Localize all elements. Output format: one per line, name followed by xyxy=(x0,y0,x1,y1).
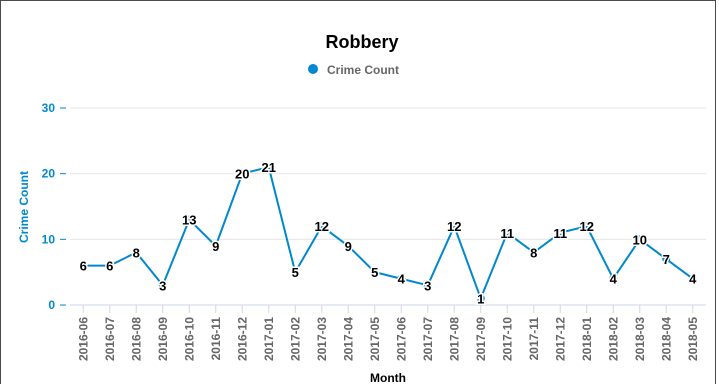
x-axis-title: Month xyxy=(370,371,406,384)
x-tick-label: 2017-04 xyxy=(341,317,355,361)
x-tick-label: 2017-05 xyxy=(368,317,382,361)
chart-title: Robbery xyxy=(325,32,398,52)
data-label: 12 xyxy=(315,219,329,234)
data-label: 7 xyxy=(663,252,670,267)
data-point xyxy=(529,248,538,257)
data-point xyxy=(582,222,591,231)
data-label: 3 xyxy=(424,278,431,293)
x-tick-label: 2018-05 xyxy=(686,317,700,361)
data-label: 10 xyxy=(633,232,647,247)
data-label: 1 xyxy=(477,291,484,306)
legend-marker xyxy=(308,64,318,74)
data-point xyxy=(264,163,273,172)
legend-label: Crime Count xyxy=(327,63,399,77)
x-tick-label: 2017-08 xyxy=(447,317,461,361)
gridlines xyxy=(70,107,706,240)
y-tick-label: 20 xyxy=(42,167,56,181)
data-label: 3 xyxy=(159,278,166,293)
x-tick-label: 2018-02 xyxy=(606,317,620,361)
data-label: 12 xyxy=(580,219,594,234)
y-axis-title: Crime Count xyxy=(17,171,31,243)
data-point xyxy=(609,274,618,283)
data-label: 4 xyxy=(610,272,618,287)
y-axis: 0 10 20 30 xyxy=(42,101,66,312)
data-point xyxy=(662,255,671,264)
data-label: 9 xyxy=(212,239,219,254)
x-tick-label: 2017-01 xyxy=(262,317,276,361)
x-tick-label: 2016-08 xyxy=(129,317,143,361)
data-point xyxy=(503,228,512,237)
x-axis: 2016-06 2016-07 2016-08 2016-09 2016-10 2016-… xyxy=(70,304,706,361)
data-point xyxy=(556,228,565,237)
x-tick-label: 2016-09 xyxy=(156,317,170,361)
x-tick-label: 2018-04 xyxy=(659,317,673,361)
data-point xyxy=(688,274,697,283)
data-label: 8 xyxy=(530,245,537,260)
data-point xyxy=(450,222,459,231)
data-point xyxy=(185,215,194,224)
data-point xyxy=(132,248,141,257)
x-tick-label: 2016-06 xyxy=(76,317,90,361)
data-point xyxy=(105,261,114,270)
data-label: 8 xyxy=(133,245,140,260)
data-point xyxy=(344,241,353,250)
data-label: 6 xyxy=(106,259,113,274)
y-tick-label: 0 xyxy=(48,298,55,312)
data-point xyxy=(238,169,247,178)
data-label: 5 xyxy=(292,265,299,280)
x-tick-label: 2017-10 xyxy=(500,317,514,361)
data-label: 20 xyxy=(235,167,249,182)
data-point xyxy=(370,268,379,277)
x-tick-label: 2016-07 xyxy=(103,317,117,361)
data-label: 13 xyxy=(182,213,196,228)
data-label: 21 xyxy=(262,160,276,175)
x-tick-label: 2016-12 xyxy=(235,317,249,361)
x-tick-label: 2017-12 xyxy=(553,317,567,361)
data-point xyxy=(476,294,485,303)
data-label: 5 xyxy=(371,265,378,280)
data-point xyxy=(79,261,88,270)
data-point xyxy=(635,235,644,244)
x-tick-label: 2017-02 xyxy=(288,317,302,361)
legend[interactable]: Crime Count xyxy=(308,63,399,77)
data-point xyxy=(423,281,432,290)
data-label: 12 xyxy=(447,219,461,234)
data-point xyxy=(317,222,326,231)
series-line xyxy=(83,166,694,300)
data-label: 4 xyxy=(398,272,406,287)
data-label: 11 xyxy=(500,226,514,241)
data-label: 9 xyxy=(345,239,352,254)
x-tick-label: 2016-11 xyxy=(209,317,223,361)
y-tick-label: 30 xyxy=(42,101,56,115)
x-tick-label: 2017-11 xyxy=(527,317,541,361)
data-label: 4 xyxy=(689,272,697,287)
data-label: 6 xyxy=(80,259,87,274)
x-tick-label: 2016-10 xyxy=(182,317,196,361)
x-tick-label: 2018-01 xyxy=(580,317,594,361)
data-point xyxy=(211,241,220,250)
x-tick-label: 2017-06 xyxy=(394,317,408,361)
x-tick-label: 2018-03 xyxy=(633,317,647,361)
x-tick-label: 2017-09 xyxy=(474,317,488,361)
x-tick-label: 2017-03 xyxy=(315,317,329,361)
data-point xyxy=(291,268,300,277)
data-point xyxy=(158,281,167,290)
data-label: 11 xyxy=(553,226,567,241)
y-tick-label: 10 xyxy=(42,232,56,246)
x-tick-label: 2017-07 xyxy=(421,317,435,361)
data-point xyxy=(397,274,406,283)
